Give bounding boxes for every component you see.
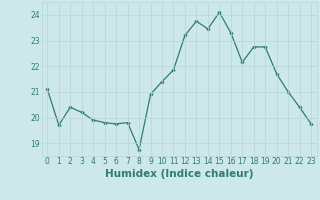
X-axis label: Humidex (Indice chaleur): Humidex (Indice chaleur) <box>105 169 253 179</box>
